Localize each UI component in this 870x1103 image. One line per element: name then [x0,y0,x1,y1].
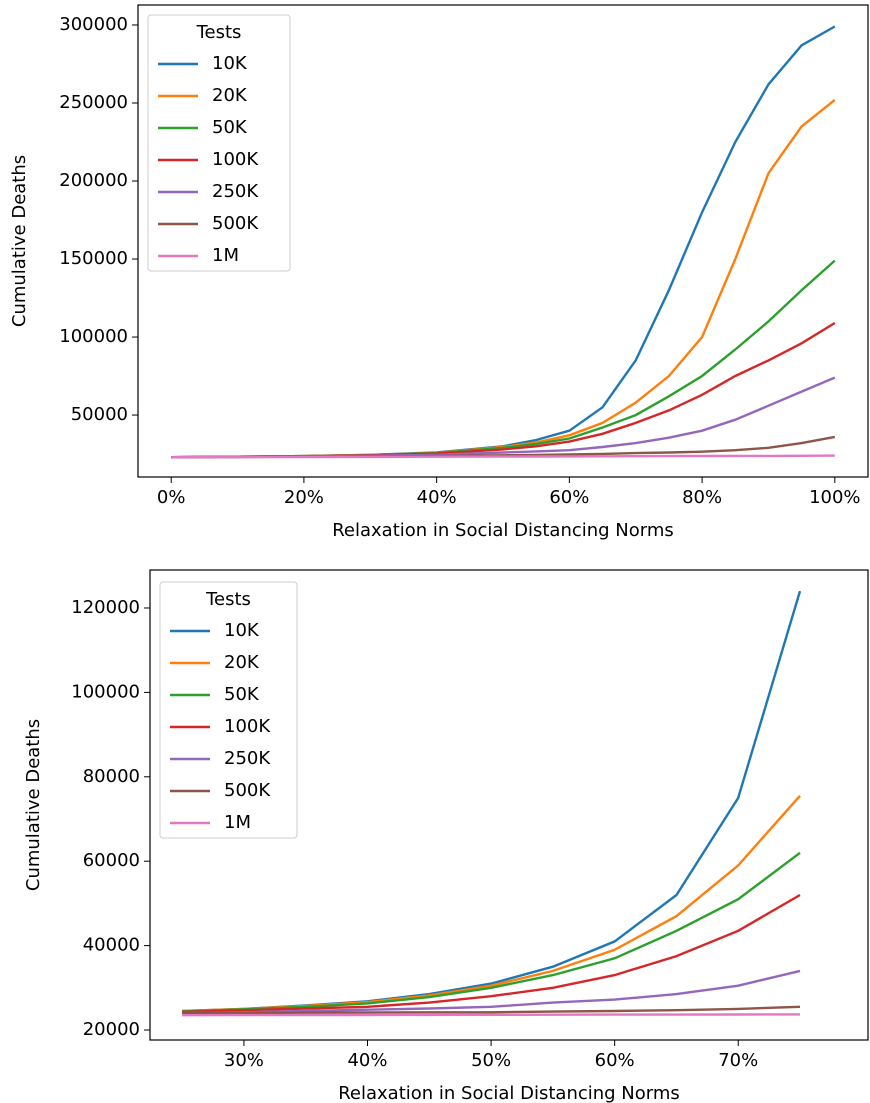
x-tick-label: 40% [417,487,457,508]
x-tick-label: 70% [718,1050,758,1071]
x-tick-label: 50% [471,1050,511,1071]
y-axis-label: Cumulative Deaths [23,719,44,891]
x-tick-label: 60% [549,487,589,508]
y-axis-label: Cumulative Deaths [9,155,30,327]
y-tick-label: 200000 [59,170,128,191]
x-tick-label: 80% [682,487,722,508]
legend-label: 100K [224,716,271,737]
legend-label: 10K [224,620,260,641]
legend-label: 50K [212,117,248,138]
line-series [171,454,835,459]
x-tick-label: 0% [157,487,186,508]
legend-box [159,581,298,839]
legend-label: 20K [212,85,248,106]
y-tick-label: 40000 [83,935,140,956]
legend-label: 250K [212,181,259,202]
y-tick-label: 100000 [71,681,140,702]
legend-label: 500K [224,780,271,801]
y-tick-label: 20000 [83,1019,140,1040]
x-tick-label: 20% [284,487,324,508]
y-tick-label: 100000 [59,326,128,347]
y-tick-label: 60000 [83,850,140,871]
legend-label: 500K [212,213,259,234]
legend-box [147,14,291,272]
legend-label: 1M [224,812,251,833]
legend-label: 1M [212,245,239,266]
legend-label: 20K [224,652,260,673]
x-tick-label: 40% [347,1050,387,1071]
y-tick-label: 150000 [59,248,128,269]
x-axis-label: Relaxation in Social Distancing Norms [338,1083,680,1103]
line-series [182,969,801,1015]
x-axis-label: Relaxation in Social Distancing Norms [332,520,674,541]
legend-title: Tests [196,22,242,43]
line-series [182,851,801,1013]
line-series [171,259,836,459]
y-tick-label: 300000 [59,14,128,35]
x-tick-label: 60% [595,1050,635,1071]
y-tick-label: 50000 [71,404,128,425]
legend-label: 250K [224,748,271,769]
legend-label: 100K [212,149,259,170]
legend-title: Tests [205,589,251,610]
legend-label: 50K [224,684,260,705]
plot-frame [137,4,869,478]
y-tick-label: 250000 [59,92,128,113]
x-tick-label: 30% [224,1050,264,1071]
line-series [182,1013,801,1017]
y-tick-label: 120000 [71,597,140,618]
line-series [182,1005,801,1015]
line-series [171,321,836,459]
legend-label: 10K [212,53,248,74]
x-tick-label: 100% [809,487,860,508]
line-series [182,893,801,1014]
plot-frame [149,569,869,1041]
y-tick-label: 80000 [83,766,140,787]
